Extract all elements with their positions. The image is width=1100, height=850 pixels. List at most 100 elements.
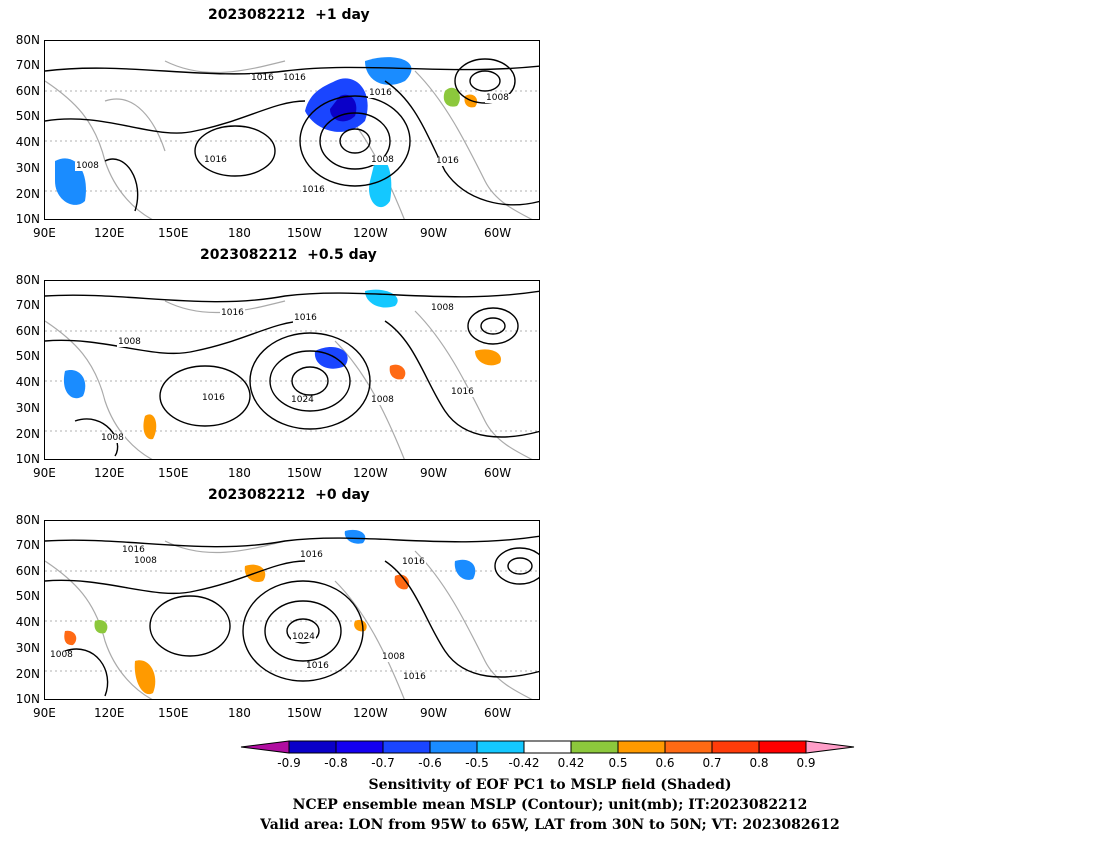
contour-label: 1016 [121,545,146,555]
contour-label: 1024 [290,395,315,405]
x-tick: 90W [420,466,448,480]
x-tick: 120W [353,226,388,240]
contour-label: 1016 [402,672,427,682]
colorbar-label: 0.7 [702,756,722,770]
panel-3-map: 1016 1008 1016 1016 1008 1024 1008 1016 … [44,520,540,700]
caption-line-3: Valid area: LON from 95W to 65W, LAT fro… [260,817,840,833]
x-tick: 150E [158,466,189,480]
x-tick: 90E [33,706,56,720]
contour-label: 1008 [133,556,158,566]
y-tick: 60N [15,84,40,98]
contour-label: 1008 [49,650,74,660]
colorbar-swatch [240,740,290,754]
x-tick: 150E [158,706,189,720]
x-tick: 90W [420,706,448,720]
contour-label: 1016 [368,88,393,98]
contour-label: 1016 [293,313,318,323]
y-tick: 10N [15,452,40,466]
x-tick: 60W [484,226,512,240]
y-tick: 60N [15,324,40,338]
colorbar-swatch [758,740,807,754]
contour-label: 1016 [301,185,326,195]
colorbar-swatch [335,740,384,754]
y-tick: 20N [15,187,40,201]
x-tick: 150W [287,466,322,480]
colorbar-label: -0.5 [465,756,489,770]
mslp-contours [45,58,539,212]
contour-label: 1008 [485,93,510,103]
x-tick: 180 [228,706,251,720]
colorbar-swatch [429,740,478,754]
panel-2-field [45,289,539,459]
colorbar-label: -0.42 [508,756,540,770]
contour-label: 1016 [201,393,226,403]
y-tick: 30N [15,401,40,415]
y-tick: 70N [15,538,40,552]
x-tick: 150W [287,226,322,240]
x-tick: 120W [353,706,388,720]
colorbar-label: -0.8 [324,756,348,770]
colorbar-label: 0.5 [608,756,628,770]
colorbar-swatch [523,740,572,754]
colorbar-label: -0.9 [277,756,301,770]
y-tick: 80N [15,513,40,527]
contour-label: 1008 [100,433,125,443]
colorbar-swatch [476,740,525,754]
y-tick: 30N [15,161,40,175]
panel-2-title: 2023082212 +0.5 day [200,247,377,263]
x-tick: 150E [158,226,189,240]
y-tick: 30N [15,641,40,655]
panel-2-map: 1016 1016 1008 1008 1016 1024 1008 1016 … [44,280,540,460]
colorbar-swatch [570,740,619,754]
colorbar-label: 0.42 [557,756,585,770]
caption-line-1: Sensitivity of EOF PC1 to MSLP field (Sh… [368,777,732,793]
y-tick: 40N [15,375,40,389]
panel-3-title: 2023082212 +0 day [208,487,370,503]
contour-label: 1016 [401,557,426,567]
x-tick: 120E [94,226,125,240]
contour-label: 1008 [370,395,395,405]
contour-label: 1008 [75,161,100,171]
contour-label: 1016 [435,156,460,166]
x-tick: 90E [33,466,56,480]
x-tick: 120E [94,466,125,480]
y-tick: 10N [15,212,40,226]
contour-label: 1016 [203,155,228,165]
y-tick: 70N [15,298,40,312]
y-tick: 50N [15,349,40,363]
colorbar-label: -0.7 [371,756,395,770]
y-tick: 50N [15,589,40,603]
y-tick: 20N [15,427,40,441]
contour-label: 1008 [381,652,406,662]
colorbar-swatch [805,740,855,754]
x-tick: 180 [228,466,251,480]
colorbar-label: -0.6 [418,756,442,770]
x-tick: 90E [33,226,56,240]
colorbar-label: 0.6 [655,756,675,770]
contour-label: 1016 [305,661,330,671]
contour-label: 1008 [117,337,142,347]
y-tick: 50N [15,109,40,123]
colorbar-swatch [288,740,337,754]
x-tick: 150W [287,706,322,720]
colorbar-swatch [617,740,666,754]
x-tick: 60W [484,706,512,720]
y-tick: 70N [15,58,40,72]
contour-label: 1016 [450,387,475,397]
contour-label: 1016 [299,550,324,560]
y-tick: 40N [15,135,40,149]
caption-line-2: NCEP ensemble mean MSLP (Contour); unit(… [292,797,808,813]
mslp-contours [45,290,539,457]
contour-label: 1016 [220,308,245,318]
panel-1-title: 2023082212 +1 day [208,7,370,23]
panel-1-map: 1016 1016 1016 1008 1008 1016 1008 1016 … [44,40,540,220]
mslp-contours [45,535,539,697]
colorbar-swatch [382,740,431,754]
contour-label: 1008 [370,155,395,165]
x-tick: 60W [484,466,512,480]
sensitivity-shading [64,529,476,695]
y-tick: 60N [15,564,40,578]
coastlines [45,300,533,459]
x-tick: 120E [94,706,125,720]
